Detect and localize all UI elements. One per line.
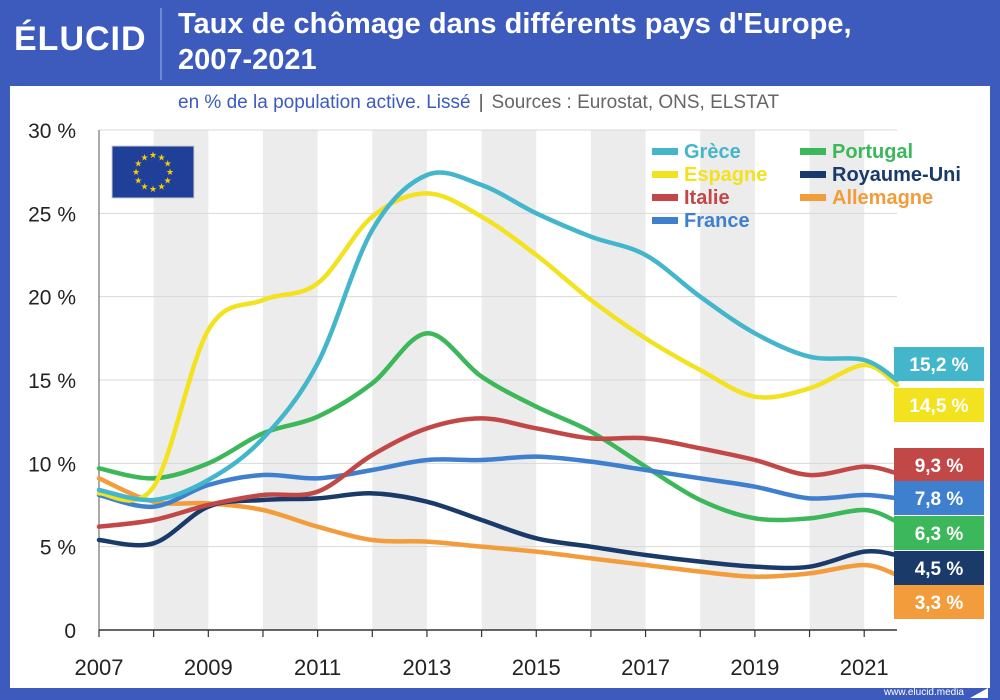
y-tick-label: 10 % [28,453,76,476]
x-tick-label: 2015 [512,655,561,680]
legend-entry: Espagne [684,164,767,186]
subtitle-unit: en % de la population active. Lissé [178,92,471,113]
end-label-value: 14,5 % [909,396,968,417]
legend-swatch [652,148,678,155]
brand-mark-icon [970,688,988,698]
eu-flag-star: ★ [140,182,148,192]
y-tick-label: 15 % [28,370,76,393]
series-line-espagne [96,191,900,503]
end-label-value: 9,3 % [915,456,964,477]
legend-swatch [800,148,826,155]
eu-flag-star: ★ [134,159,142,169]
eu-flag-star: ★ [149,150,157,160]
end-labels: 15,2 % 14,5 % 9,3 % 7,8 % 6,3 % 4,5 % 3,3 % [894,347,984,619]
y-tick-label: 0 [64,620,76,643]
end-label-value: 4,5 % [915,559,964,580]
legend-entry: Allemagne [832,187,933,209]
legend-swatch [652,194,678,201]
x-tick-labels: 2007 2009 2011 2013 2015 2017 2019 2021 [75,655,889,680]
series-line-grece [96,170,900,503]
legend-swatch [652,171,678,178]
series-line-italie [96,416,900,529]
eu-flag-icon: ★ ★★★★★★★★★★★ [111,145,195,199]
legend-swatch [800,171,826,178]
eu-flag-star: ★ [164,159,172,169]
end-label-value: 15,2 % [909,355,968,376]
eu-flag-star: ★ [157,182,165,192]
legend-entry: Royaume-Uni [832,164,961,186]
eu-flag-background [111,145,195,199]
series-line-france [96,454,900,509]
eu-flag-star: ★ [157,152,165,162]
header-bar: ÉLUCID Taux de chômage dans différents p… [0,0,1000,86]
axes [98,130,897,637]
y-tick-label: 30 % [28,120,76,143]
end-label-value: 3,3 % [915,593,964,614]
eu-flag-star: ★ [132,167,140,177]
series-lines [96,170,900,579]
end-label-box [894,551,984,585]
legend-entry: Italie [684,187,730,209]
end-label-value: 6,3 % [915,524,964,545]
end-label-box [894,448,984,482]
y-tick-label: 25 % [28,203,76,226]
legend-entry: France [684,210,750,232]
x-tick-label: 2009 [184,655,233,680]
series-line-allemagne [96,476,900,579]
chart-subtitle: en % de la population active. Lissé | Sour… [178,92,779,114]
subtitle-sources: Sources : Eurostat, ONS, ELSTAT [491,92,780,113]
chart-title-line-2: 2007-2021 [178,44,317,76]
x-tick-label: 2007 [75,655,124,680]
footer-url: www.elucid.media [883,687,964,698]
y-tick-label: 20 % [28,287,76,310]
chart-title-line-1: Taux de chômage dans différents pays d'E… [178,8,852,40]
eu-flag-star: ★ [134,176,142,186]
end-label-value: 7,8 % [915,489,964,510]
x-tick-label: 2019 [730,655,779,680]
legend-entry: Grèce [684,141,741,163]
eu-flag-star: ★ [149,184,157,194]
eu-flag-star: ★ [166,167,174,177]
legend: Grèce Portugal Espagne Royaume-Uni Italie All… [652,141,961,232]
x-tick-label: 2017 [621,655,670,680]
end-label-box [894,388,984,422]
x-tick-label: 2013 [402,655,451,680]
x-tick-label: 2021 [840,655,889,680]
legend-swatch [800,194,826,201]
chart-title: Taux de chômage dans différents pays d'E… [178,6,978,78]
end-label-box [894,347,984,381]
y-tick-labels: 0 5 % 10 % 15 % 20 % 25 % 30 % [28,120,76,643]
end-label-box [894,585,984,619]
subtitle-separator: | [478,92,484,113]
legend-swatch [652,217,678,224]
brand-logo: ÉLUCID [14,20,147,58]
y-tick-label: 5 % [40,537,76,560]
series-line-portugal [96,331,900,524]
x-tick-label: 2011 [294,655,341,680]
legend-entry: Portugal [832,141,913,163]
eu-flag-star: ★ [140,152,148,162]
header-divider [160,8,162,80]
eu-flag-star: ★ [164,176,172,186]
end-label-box [894,516,984,550]
end-label-box [894,481,984,515]
